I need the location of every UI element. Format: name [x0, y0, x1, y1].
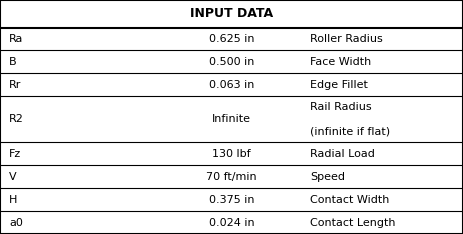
Text: 70 ft/min: 70 ft/min — [206, 172, 257, 182]
Text: Fz: Fz — [9, 149, 21, 159]
Text: 0.063 in: 0.063 in — [209, 80, 254, 90]
Text: a0: a0 — [9, 218, 23, 227]
Text: Infinite: Infinite — [212, 114, 251, 124]
Text: H: H — [9, 195, 18, 205]
Text: Radial Load: Radial Load — [310, 149, 375, 159]
Text: Speed: Speed — [310, 172, 345, 182]
Text: Roller Radius: Roller Radius — [310, 34, 383, 44]
Text: Contact Width: Contact Width — [310, 195, 389, 205]
Text: B: B — [9, 57, 17, 67]
Text: (infinite if flat): (infinite if flat) — [310, 127, 390, 137]
Text: 0.500 in: 0.500 in — [209, 57, 254, 67]
Text: Rr: Rr — [9, 80, 22, 90]
Text: R2: R2 — [9, 114, 24, 124]
Text: 0.024 in: 0.024 in — [209, 218, 254, 227]
Text: Face Width: Face Width — [310, 57, 371, 67]
Text: Rail Radius: Rail Radius — [310, 102, 372, 112]
Text: 0.625 in: 0.625 in — [209, 34, 254, 44]
Text: Ra: Ra — [9, 34, 24, 44]
Text: INPUT DATA: INPUT DATA — [190, 7, 273, 20]
Text: 130 lbf: 130 lbf — [212, 149, 251, 159]
Text: 0.375 in: 0.375 in — [209, 195, 254, 205]
Text: V: V — [9, 172, 17, 182]
Text: Edge Fillet: Edge Fillet — [310, 80, 368, 90]
Text: Contact Length: Contact Length — [310, 218, 396, 227]
